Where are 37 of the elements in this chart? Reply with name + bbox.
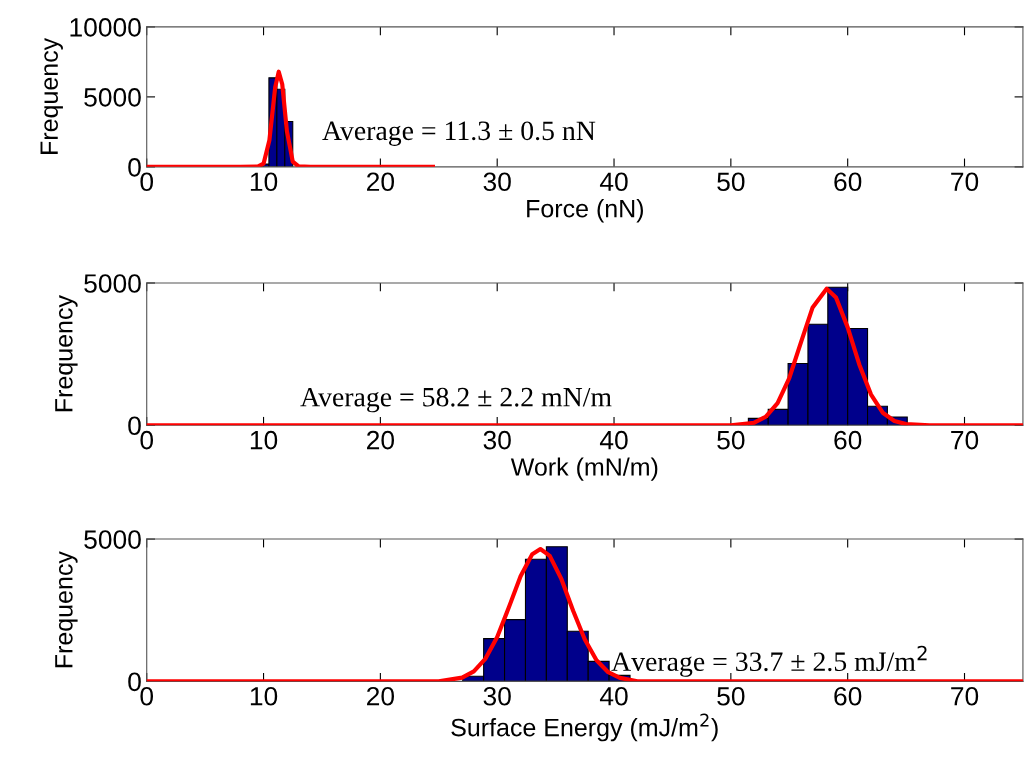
x-tick-label: 60 — [834, 430, 862, 450]
x-tick-label: 70 — [951, 686, 979, 706]
x-tick-label: 30 — [483, 686, 511, 706]
x-tick-label: 70 — [951, 430, 979, 450]
x-tick-label: 50 — [717, 686, 745, 706]
annotation: Average = 33.7 ± 2.5 mJ/m$^{2}$ — [611, 645, 927, 677]
y-tick-label: 5000 — [84, 274, 141, 293]
x-tick-label: 20 — [367, 172, 395, 192]
x-tick-label: 20 — [367, 686, 395, 706]
annotation: Average = 58.2 ± 2.2 mN/m — [300, 387, 612, 413]
y-axis-title: Frequency — [55, 295, 78, 412]
annotation: Average = 11.3 ± 0.5 nN — [322, 121, 596, 146]
x-tick-label: 60 — [834, 686, 862, 706]
x-tick-label: 70 — [951, 172, 979, 192]
x-tick-label: 60 — [834, 172, 862, 192]
x-tick-label: 40 — [599, 430, 628, 450]
x-tick-label: 10 — [250, 430, 278, 450]
y-tick-label: 0 — [128, 672, 141, 692]
x-axis-title: Force (nN) — [527, 199, 643, 223]
x-tick-label: 40 — [599, 172, 628, 192]
y-tick-label: 0 — [128, 416, 141, 436]
y-tick-label: 5000 — [84, 530, 141, 549]
x-tick-label: 20 — [367, 430, 395, 450]
y-axis-title: Frequency — [40, 37, 63, 154]
x-axis-title: Work (mN/m) — [510, 457, 658, 481]
y-tick-label: 0 — [128, 158, 141, 177]
x-tick-label: 50 — [717, 172, 745, 192]
x-tick-label: 10 — [250, 172, 278, 192]
x-tick-label: 30 — [483, 172, 511, 192]
x-tick-label: 30 — [483, 430, 511, 450]
y-tick-label: 5000 — [84, 88, 141, 107]
x-tick-label: 40 — [599, 686, 628, 706]
y-axis-title: Frequency — [55, 551, 78, 668]
x-axis-title: Surface Energy (mJ/m$^{2}$) — [451, 713, 718, 742]
x-tick-label: 10 — [250, 686, 278, 706]
x-tick-label: 50 — [717, 430, 745, 450]
y-tick-label: 10000 — [70, 18, 141, 37]
